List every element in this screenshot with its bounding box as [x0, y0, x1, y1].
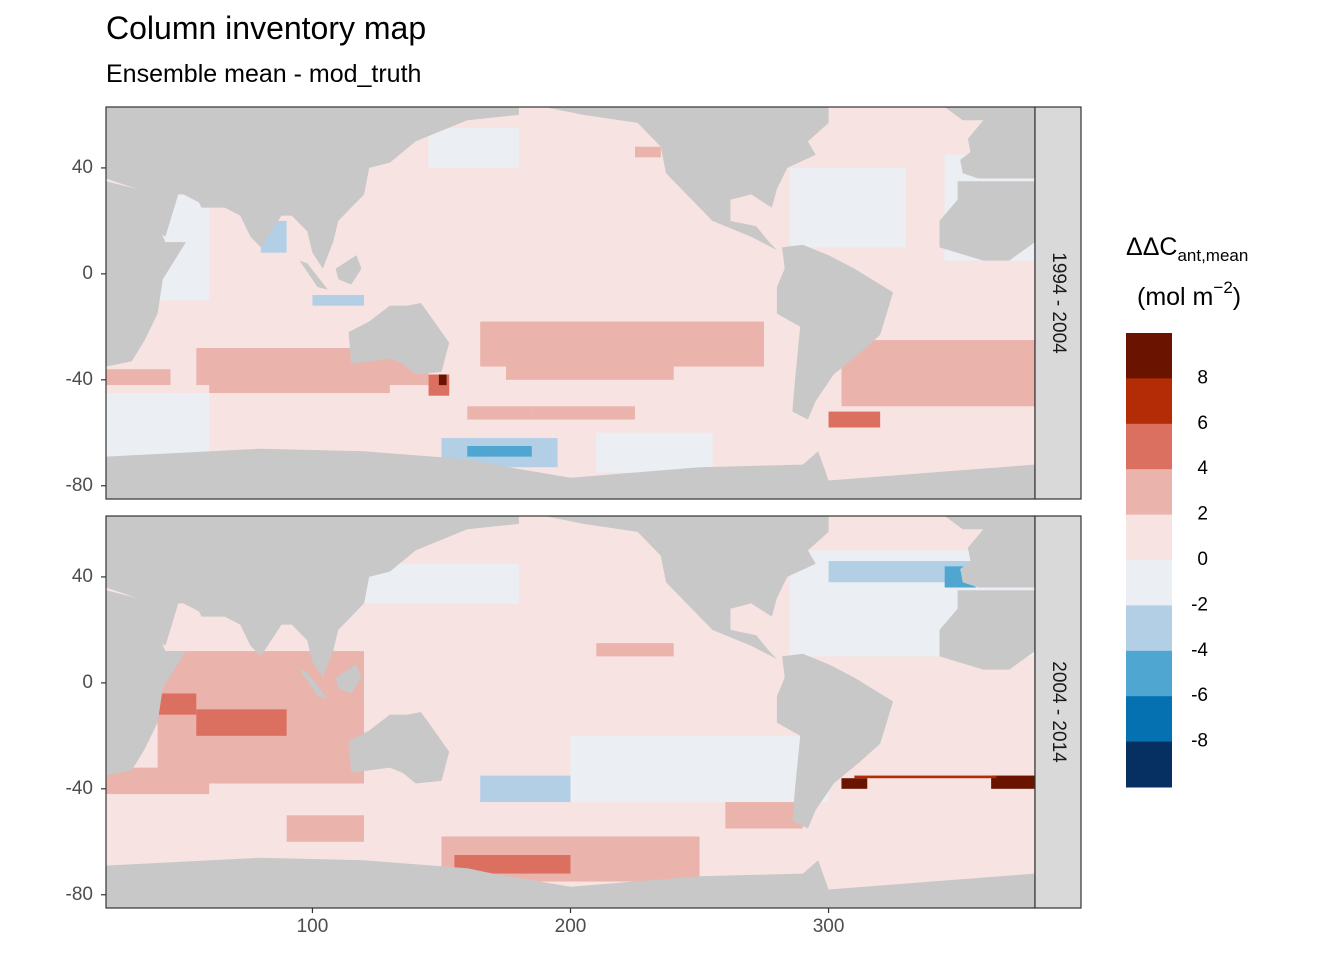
heat-cell: [480, 775, 571, 803]
land-mask: [944, 107, 1035, 179]
legend-color-bin: [1126, 696, 1172, 743]
land-mask: [776, 653, 894, 829]
y-tick-label: 40: [72, 566, 93, 587]
heat-cell: [312, 295, 365, 306]
heat-cell: [428, 128, 519, 168]
heat-cell: [789, 167, 906, 248]
x-tick-label: 200: [555, 916, 587, 937]
land-mask: [939, 590, 1035, 670]
land-mask: [106, 181, 186, 367]
legend-color-bin: [1126, 560, 1172, 606]
chart-subtitle: Ensemble mean - mod_truth: [106, 60, 422, 88]
legend-label: -4: [1191, 640, 1208, 661]
legend-color-bin: [1126, 650, 1172, 697]
heat-cell: [854, 775, 997, 779]
heat-cell: [480, 321, 765, 367]
y-tick-label: -80: [66, 475, 93, 496]
legend-label: 6: [1197, 413, 1208, 434]
y-tick-label: 0: [82, 263, 93, 284]
y-tick-label: 0: [82, 672, 93, 693]
legend-color-bin: [1126, 333, 1172, 379]
facet-strip-label: 2004 - 2014: [1048, 661, 1069, 763]
land-mask: [299, 669, 328, 699]
heat-cell: [106, 369, 171, 386]
land-mask: [106, 448, 1035, 499]
legend-color-bin: [1126, 741, 1172, 788]
land-mask: [335, 664, 362, 694]
legend-color-bin: [1126, 605, 1172, 652]
heat-cell: [467, 446, 532, 457]
land-mask: [106, 516, 519, 678]
heat-cell: [596, 432, 713, 473]
land-mask: [299, 260, 328, 290]
legend-title: ΔΔCant,mean: [1126, 233, 1248, 265]
land-mask: [544, 516, 829, 659]
land-mask: [348, 712, 450, 784]
legend-label: 0: [1197, 549, 1208, 570]
legend-color-bin: [1126, 378, 1172, 425]
heat-cell: [841, 340, 1035, 407]
heat-cell: [467, 406, 532, 420]
land-mask: [335, 255, 362, 285]
y-tick-label: -40: [66, 369, 93, 390]
heat-cell: [570, 735, 829, 803]
land-mask: [776, 244, 894, 420]
heat-cell: [157, 693, 197, 715]
facet-strip-label: 1994 - 2004: [1048, 252, 1069, 354]
land-mask: [939, 181, 1035, 261]
heat-cell: [505, 361, 674, 380]
facet-strip: [1034, 515, 1082, 909]
land-mask: [106, 107, 519, 269]
y-tick-label: -40: [66, 778, 93, 799]
legend-color-bin: [1126, 514, 1172, 561]
legend-label: 2: [1197, 504, 1208, 525]
legend-color-bin: [1126, 469, 1172, 516]
land-mask: [106, 590, 186, 776]
heat-cell: [438, 374, 447, 386]
panel-2: 2004 - 2014 40 0 -40 -80 100 200 300: [66, 515, 1082, 937]
heat-cell: [725, 802, 803, 829]
heat-cell: [828, 411, 881, 428]
heat-cell: [196, 709, 287, 736]
facet-strip: [1034, 106, 1082, 500]
heat-cell: [531, 406, 636, 420]
y-tick-label: 40: [72, 157, 93, 178]
legend-color-bin: [1126, 423, 1172, 470]
heat-cell: [991, 775, 1035, 789]
legend-label: -6: [1191, 685, 1208, 706]
legend: ΔΔCant,mean (mol m−2) 8 6 4 2 0 -2 -4 -6 -8: [1126, 233, 1248, 788]
heat-cell: [209, 374, 390, 394]
land-mask: [944, 516, 1035, 588]
panel-1: 1994 - 2004 40 0 -40 -80: [66, 106, 1082, 500]
legend-units: (mol m−2): [1137, 278, 1241, 311]
heat-cell: [286, 815, 365, 842]
x-tick-label: 300: [813, 916, 845, 937]
land-mask: [348, 303, 450, 375]
heat-cell: [841, 778, 868, 789]
heat-cell: [635, 146, 661, 158]
heat-cell: [454, 855, 571, 874]
land-mask: [106, 857, 1035, 908]
legend-label: -8: [1191, 731, 1208, 752]
heat-cell: [596, 643, 674, 657]
x-tick-label: 100: [297, 916, 329, 937]
y-tick-label: -80: [66, 884, 93, 905]
legend-label: -2: [1191, 594, 1208, 615]
land-mask: [544, 107, 829, 250]
legend-label: 4: [1197, 458, 1208, 479]
chart-title: Column inventory map: [106, 10, 427, 46]
legend-label: 8: [1197, 367, 1208, 388]
